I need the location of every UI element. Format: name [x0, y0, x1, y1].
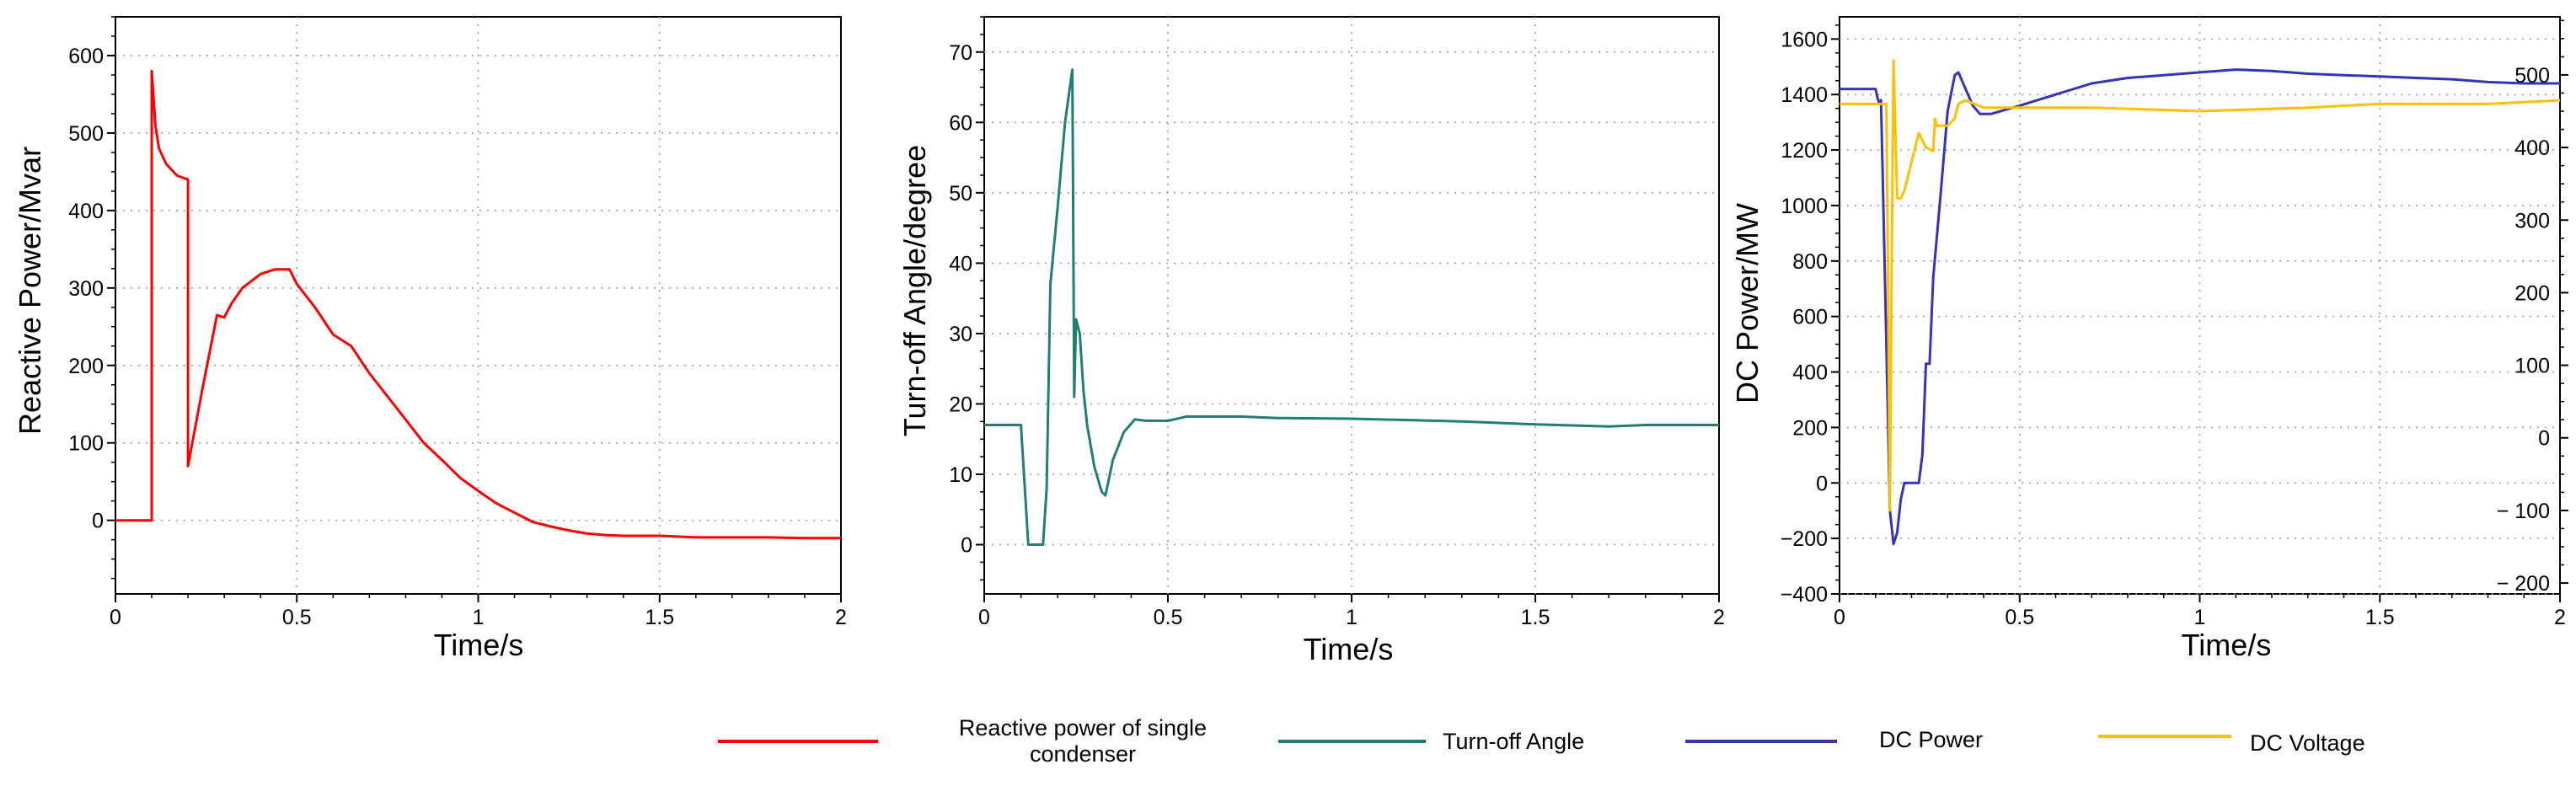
y-tick-label: 10	[949, 463, 972, 487]
y-tick-label: 400	[1792, 361, 1828, 385]
y-tick-label: 600	[68, 45, 104, 68]
y-tick-label: 400	[68, 200, 104, 223]
y-tick-label: 60	[949, 111, 972, 135]
y-tick-label: −200	[1781, 527, 1828, 551]
y-tick-label: 200	[68, 355, 104, 378]
x-tick-label: 1	[473, 606, 485, 629]
y-tick-label: 70	[949, 41, 972, 65]
x-axis-label: Time/s	[1304, 632, 1394, 666]
y-tick-label: 800	[1792, 250, 1828, 274]
y-tick-label: 50	[949, 182, 972, 206]
y-tick-label: 1400	[1781, 83, 1828, 107]
x-tick-label: 0.5	[1154, 606, 1183, 629]
x-tick-label: 1.5	[1521, 606, 1550, 629]
x-axis-label: Time/s	[2182, 628, 2272, 662]
chart-panel-reactive-power: 0 0.5 1 1.5 2 0 100 200 300 400 500 600 Reactive Pow…	[13, 16, 847, 662]
y-tick-label: 0	[92, 510, 104, 533]
series-line-turn-off-angle	[984, 68, 1719, 546]
y-tick-label: 100	[68, 432, 104, 456]
y-tick-label: 200	[1792, 416, 1828, 440]
series-line-reactive-power-of-single-condenser	[115, 69, 841, 540]
y-right-tick-label: − 100	[2497, 500, 2550, 523]
y-tick-label: 600	[1792, 306, 1828, 329]
x-tick-label: 0	[1834, 606, 1845, 629]
x-tick-label: 1.5	[2365, 606, 2395, 629]
y-tick-label: 0	[961, 534, 972, 558]
legend-label-dc-voltage: DC Voltage	[2250, 730, 2365, 756]
y-tick-label: 40	[949, 252, 972, 275]
y-tick-label: 1200	[1781, 139, 1828, 163]
legend-label-dc-power: DC Power	[1879, 727, 1983, 752]
x-tick-label: 2	[1713, 606, 1725, 629]
x-tick-label: 0.5	[2005, 606, 2034, 629]
chart-panel-dc-power-voltage: 0 0.5 1 1.5 2−400−20002004006008001000120014…	[1730, 16, 2568, 662]
y-right-tick-label: 100	[2514, 355, 2550, 378]
y-tick-label: 30	[949, 323, 972, 346]
y-axis-label: Turn-off Angle/degree	[897, 145, 932, 436]
y-right-tick-label: 400	[2514, 136, 2550, 160]
y-right-tick-label: 300	[2514, 209, 2550, 233]
series-line-dc-voltage	[1840, 59, 2561, 512]
x-tick-label: 1	[2194, 606, 2206, 629]
y-axis-label: Reactive Power/Mvar	[13, 147, 47, 435]
y-tick-label: 300	[68, 277, 104, 301]
x-tick-label: 2	[835, 606, 847, 629]
y-tick-label: −400	[1781, 583, 1828, 607]
legend-label-reactive-power-line1: Reactive power of single	[959, 715, 1207, 741]
y-right-tick-label: − 200	[2497, 572, 2550, 596]
x-tick-label: 2	[2554, 606, 2566, 629]
y-tick-label: 0	[1816, 472, 1828, 495]
x-tick-label: 1	[1346, 606, 1358, 629]
y-tick-label: 20	[949, 393, 972, 416]
legend-label-turn-off-angle: Turn-off Angle	[1443, 729, 1584, 754]
y-tick-label: 1000	[1781, 195, 1828, 218]
y-right-tick-label: 0	[2538, 427, 2550, 451]
x-axis-label: Time/s	[434, 628, 524, 662]
legend: Reactive power of single condenser Turn-…	[718, 715, 2365, 767]
y-tick-label: 500	[68, 122, 104, 146]
y-right-tick-label: 200	[2514, 281, 2550, 305]
x-tick-label: 1.5	[645, 606, 674, 629]
x-tick-label: 0	[110, 606, 121, 629]
y-axis-label: DC Power/MW	[1730, 203, 1765, 404]
x-tick-label: 0.5	[282, 606, 312, 629]
legend-label-reactive-power-line2: condenser	[1030, 741, 1136, 767]
y-tick-label: 1600	[1781, 28, 1828, 51]
x-tick-label: 0	[978, 606, 990, 629]
